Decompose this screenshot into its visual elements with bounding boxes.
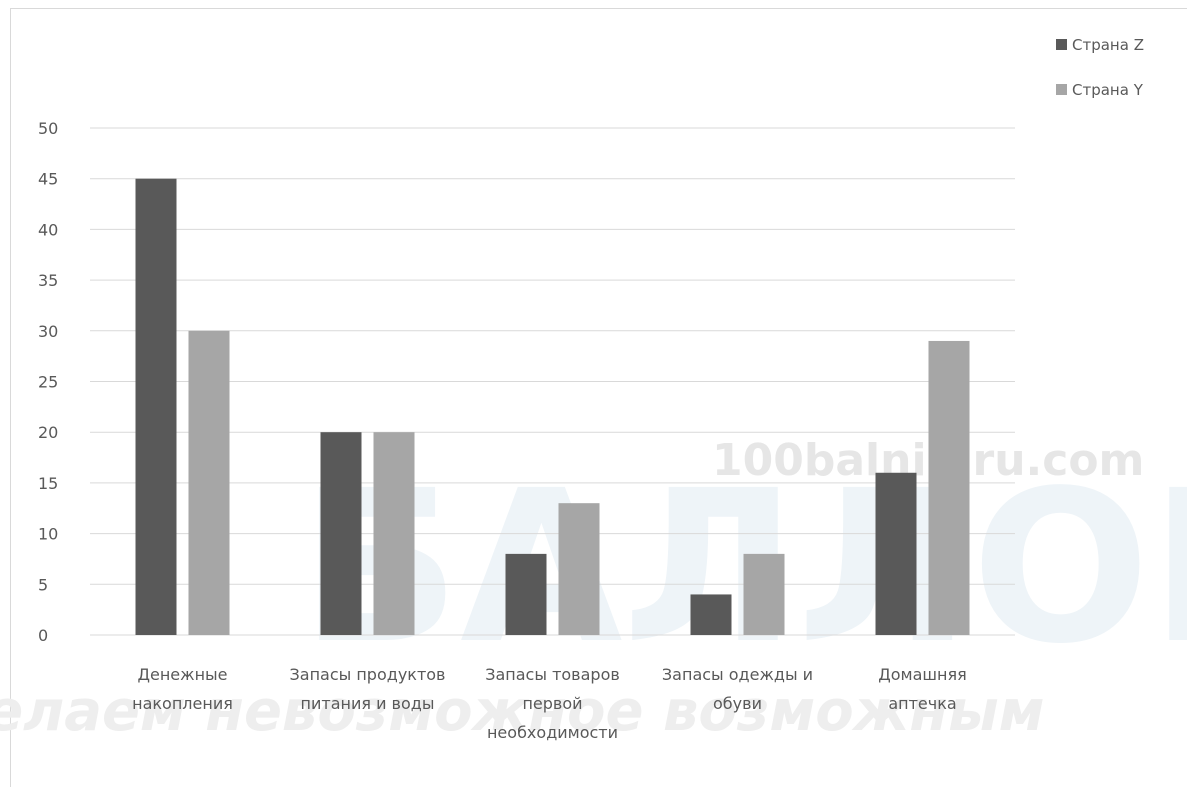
bar-strana-z	[505, 553, 547, 635]
y-axis: 0 5 10 15 20 25 30 35 40 45 50	[38, 119, 58, 645]
y-tick-label: 0	[38, 626, 48, 645]
y-tick-label: 15	[38, 474, 58, 493]
watermark-site: 100balnik.ru.com	[712, 435, 1144, 486]
legend-label: Страна Z	[1072, 36, 1144, 54]
y-tick-label: 25	[38, 373, 58, 392]
y-tick-label: 30	[38, 322, 58, 341]
bar-strana-z	[875, 472, 917, 635]
legend: Страна Z Страна Y	[1056, 36, 1144, 99]
bars	[135, 178, 970, 635]
x-axis: Денежные накопления Запасы продуктов питани…	[132, 665, 967, 742]
y-tick-label: 50	[38, 119, 58, 138]
frame-border-top	[10, 8, 1187, 9]
x-category-label: Запасы товаров первой необходимости	[485, 665, 620, 742]
y-tick-label: 10	[38, 525, 58, 544]
watermark-slogan: делаем невозможное возможным	[0, 679, 1045, 744]
x-category-label: Запасы продуктов питания и воды	[290, 665, 446, 713]
bar-strana-y	[743, 553, 785, 635]
gridlines	[90, 127, 1015, 636]
legend-swatch	[1056, 39, 1067, 50]
legend-label: Страна Y	[1072, 81, 1144, 99]
bar-strana-z	[690, 594, 732, 635]
bar-strana-y	[558, 503, 600, 635]
frame-border-left	[10, 8, 11, 787]
bar-strana-y	[928, 340, 970, 635]
bar-strana-z	[135, 178, 177, 635]
y-tick-label: 5	[38, 575, 48, 594]
x-category-label: Домашняя аптечка	[878, 665, 967, 713]
y-tick-label: 20	[38, 423, 58, 442]
y-tick-label: 35	[38, 271, 58, 290]
legend-swatch	[1056, 84, 1067, 95]
y-tick-label: 45	[38, 170, 58, 189]
bar-strana-y	[188, 330, 230, 635]
x-category-label: Денежные накопления	[132, 665, 233, 713]
bar-strana-z	[320, 432, 362, 635]
bar-strana-y	[373, 432, 415, 635]
x-category-label: Запасы одежды и обуви	[662, 665, 813, 713]
y-tick-label: 40	[38, 220, 58, 239]
